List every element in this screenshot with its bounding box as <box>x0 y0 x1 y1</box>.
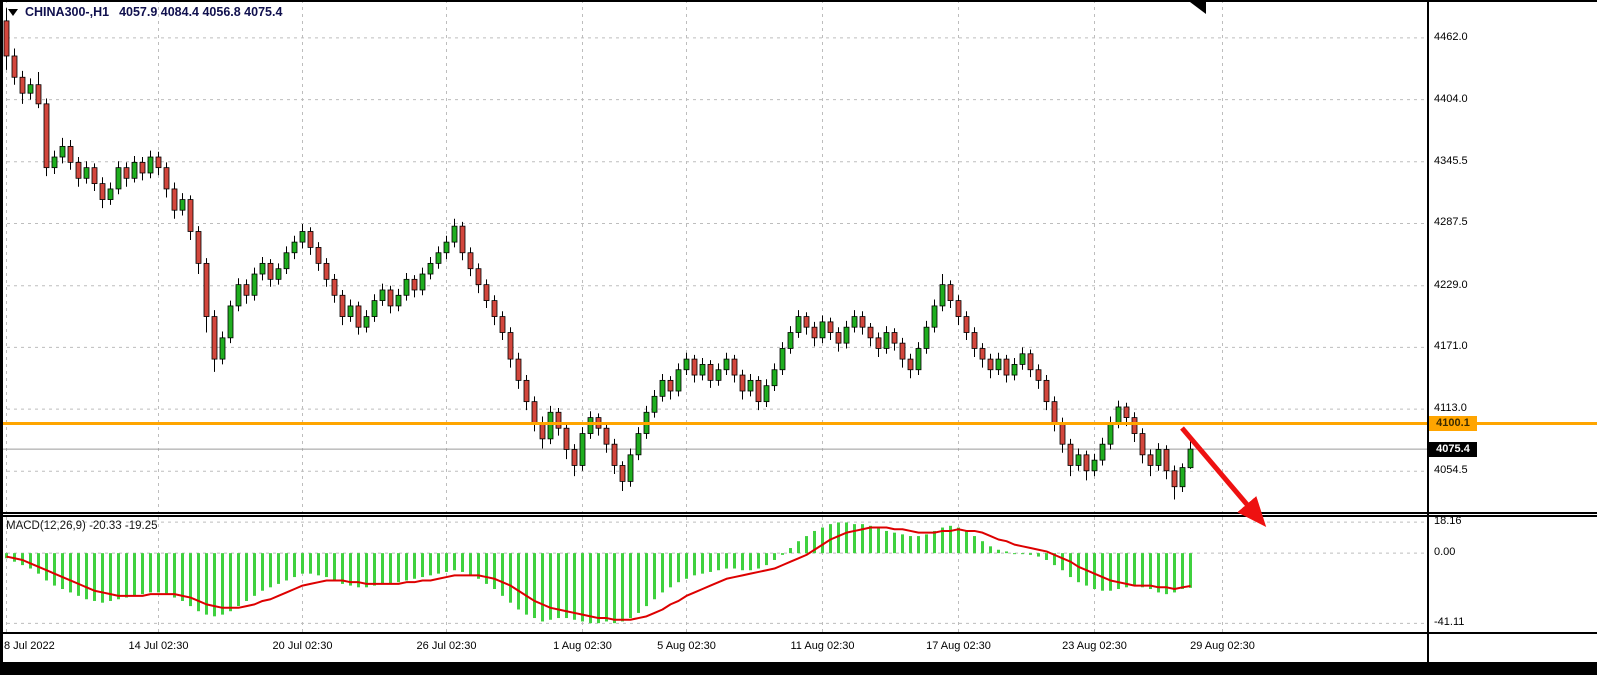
macd-histogram <box>5 522 1192 624</box>
time-axis-label: 26 Jul 02:30 <box>416 640 477 652</box>
macd-bottom-border <box>0 632 1597 634</box>
ohlc-values: 4057.9 4084.4 4056.8 4075.4 <box>119 5 283 19</box>
symbol-title: CHINA300-,H1 <box>25 5 110 19</box>
macd-signal-line <box>6 526 1191 621</box>
symbol-dropdown-icon[interactable] <box>8 8 18 16</box>
bottom-bar <box>0 662 1597 675</box>
price-axis-label: 4345.5 <box>1434 154 1468 167</box>
macd-axis-label: -41.11 <box>1434 616 1465 629</box>
macd-axis-label: 0.00 <box>1434 546 1456 559</box>
time-axis-label: 20 Jul 02:30 <box>272 640 333 652</box>
window-border-top <box>0 0 1597 2</box>
main-chart-canvas[interactable] <box>0 0 1427 513</box>
time-axis-label: 14 Jul 02:30 <box>128 640 189 652</box>
price-axis[interactable]: 4462.0 4404.0 4345.5 4287.5 4229.0 4171.0 4113… <box>1429 0 1597 662</box>
price-axis-label: 4113.0 <box>1434 402 1467 415</box>
price-axis-label: 4171.0 <box>1434 340 1468 353</box>
price-axis-label: 4462.0 <box>1434 30 1468 43</box>
chart-header: CHINA300-,H1 4057.9 4084.4 4056.8 4075.4 <box>8 5 282 19</box>
price-axis-label: 4287.5 <box>1434 216 1468 229</box>
main-gridlines <box>0 0 1427 513</box>
price-axis-label: 4404.0 <box>1434 92 1468 105</box>
chart-shift-marker-icon[interactable] <box>1190 2 1206 14</box>
hline-price-badge: 4100.1 <box>1429 415 1477 431</box>
macd-indicator-label: MACD(12,26,9) -20.33 -19.25 <box>6 520 158 532</box>
time-axis-label: 5 Aug 02:30 <box>657 640 716 652</box>
time-axis-label: 1 Aug 02:30 <box>553 640 612 652</box>
price-axis-border <box>1427 0 1429 662</box>
price-axis-label: 4054.5 <box>1434 464 1468 477</box>
time-axis-label: 23 Aug 02:30 <box>1062 640 1127 652</box>
time-axis[interactable]: 8 Jul 2022 14 Jul 02:30 20 Jul 02:30 26 Jul… <box>0 634 1427 660</box>
candlestick-series <box>3 20 1194 488</box>
panel-separator[interactable] <box>0 512 1597 517</box>
macd-axis-label: 18.16 <box>1434 515 1462 528</box>
time-axis-label: 11 Aug 02:30 <box>790 640 855 652</box>
price-axis-label: 4229.0 <box>1434 278 1468 291</box>
time-axis-label: 17 Aug 02:30 <box>926 640 991 652</box>
window-border-left <box>0 0 3 662</box>
horizontal-line-object[interactable] <box>0 421 1597 425</box>
time-axis-label: 29 Aug 02:30 <box>1190 640 1255 652</box>
macd-panel-canvas[interactable] <box>0 517 1427 632</box>
current-price-badge: 4075.4 <box>1429 442 1477 458</box>
time-axis-label: 8 Jul 2022 <box>4 640 55 652</box>
